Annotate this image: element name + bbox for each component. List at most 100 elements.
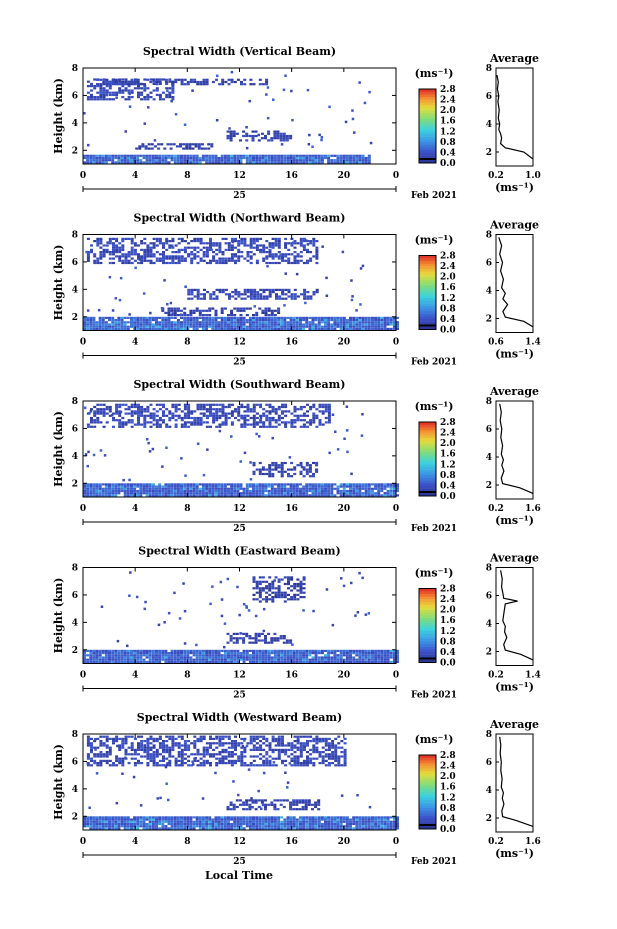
heatmap-cell <box>95 652 99 655</box>
heatmap-cell <box>327 405 331 409</box>
heatmap-cell <box>233 487 237 490</box>
heatmap-cell <box>101 483 105 486</box>
heatmap-cell <box>104 660 108 663</box>
heatmap-cell <box>271 416 275 420</box>
heatmap-cell <box>252 470 256 473</box>
heatmap-cell <box>217 494 221 497</box>
heatmap-cell <box>215 416 219 420</box>
heatmap-cell <box>227 649 230 652</box>
heatmap-cell <box>236 154 240 157</box>
heatmap-cell <box>392 323 396 326</box>
heatmap-cell <box>315 425 319 428</box>
heatmap-cell <box>336 816 340 819</box>
heatmap-cell <box>140 408 144 411</box>
heatmap-cell <box>183 818 187 821</box>
heatmap-cell <box>176 816 180 819</box>
heatmap-cell <box>164 325 168 328</box>
heatmap-cell <box>164 492 168 495</box>
heatmap-cell <box>209 405 212 409</box>
heatmap-cell <box>180 816 183 819</box>
heatmap-cell <box>151 485 155 488</box>
heatmap-cell <box>152 244 156 247</box>
heatmap-cell <box>209 425 212 428</box>
heatmap-cell <box>158 161 162 164</box>
heatmap-cell <box>262 423 266 426</box>
heatmap-cell <box>284 242 288 245</box>
heatmap-cell <box>349 822 352 826</box>
avg-x-tick-label: 0.2 <box>488 671 504 681</box>
heatmap-cell <box>252 656 255 659</box>
heatmap-cell <box>386 323 390 326</box>
heatmap-cell <box>98 161 102 164</box>
heatmap-cell <box>221 288 225 291</box>
heatmap-cell <box>352 323 356 326</box>
heatmap-cell <box>274 240 278 243</box>
heatmap-cell <box>311 494 315 497</box>
heatmap-cell <box>167 654 171 657</box>
heatmap-cell <box>289 658 293 661</box>
heatmap-cell <box>180 78 184 81</box>
heatmap-cell <box>136 78 140 81</box>
heatmap-cell <box>312 416 316 420</box>
heatmap-cell <box>278 297 282 300</box>
heatmap-cell <box>212 403 216 406</box>
heatmap-cell <box>152 98 156 101</box>
heatmap-cell <box>258 154 262 157</box>
heatmap-cell <box>186 654 190 657</box>
heatmap-cell <box>86 485 90 488</box>
heatmap-cell <box>86 492 90 495</box>
heatmap-cell <box>367 816 371 819</box>
heatmap-cell <box>209 414 212 417</box>
heatmap-cell <box>227 489 230 493</box>
heatmap-cell <box>196 83 200 86</box>
heatmap-cell <box>186 649 190 652</box>
heatmap-cell <box>183 656 187 659</box>
heatmap-cell <box>117 161 121 164</box>
heatmap-cell <box>293 240 297 243</box>
heatmap-cell <box>278 288 282 291</box>
colorbar-segment <box>419 316 436 320</box>
heatmap-cell <box>137 403 140 406</box>
heatmap-cell <box>208 494 212 497</box>
heatmap-cell <box>189 820 193 823</box>
heatmap-cell <box>136 658 140 661</box>
heatmap-cell <box>165 423 169 426</box>
heatmap-cell <box>149 416 153 420</box>
colorbar-frame <box>418 88 437 164</box>
heatmap-cell <box>191 147 195 150</box>
avg-x-tick-label: 1.6 <box>525 504 541 514</box>
heatmap-cell <box>224 237 228 240</box>
heatmap-cell <box>267 658 271 661</box>
heatmap-cell <box>317 156 321 160</box>
heatmap-cell <box>105 412 109 415</box>
heatmap-cell <box>257 639 261 642</box>
heatmap-cell <box>268 295 272 298</box>
heatmap-cell <box>349 660 352 663</box>
heatmap-cell <box>180 161 183 164</box>
heatmap-cell <box>124 78 128 81</box>
heatmap-cell <box>147 147 151 150</box>
heatmap-cell <box>280 652 284 655</box>
heatmap-cell <box>274 593 278 596</box>
heatmap-cell <box>168 244 172 247</box>
heatmap-cell <box>295 325 299 328</box>
heatmap-cell <box>169 147 173 150</box>
heatmap-cell <box>389 820 393 823</box>
heatmap-cell <box>112 237 115 240</box>
heatmap-cell <box>217 820 221 823</box>
heatmap-cell <box>173 489 177 493</box>
heatmap-cell <box>296 261 300 265</box>
heatmap-cell <box>209 240 212 243</box>
heatmap-cell <box>287 410 291 413</box>
heatmap-cell <box>208 319 212 322</box>
heatmap-cell <box>249 255 253 258</box>
heatmap-cell <box>287 288 291 291</box>
heatmap-cell <box>264 307 268 310</box>
heatmap-cell <box>165 255 169 258</box>
heatmap-cell <box>367 489 371 493</box>
heatmap-cell <box>201 314 205 317</box>
heatmap-cell <box>121 421 125 424</box>
heatmap-cell <box>96 98 100 101</box>
heatmap-cell <box>214 489 218 493</box>
heatmap-cell <box>136 489 140 493</box>
